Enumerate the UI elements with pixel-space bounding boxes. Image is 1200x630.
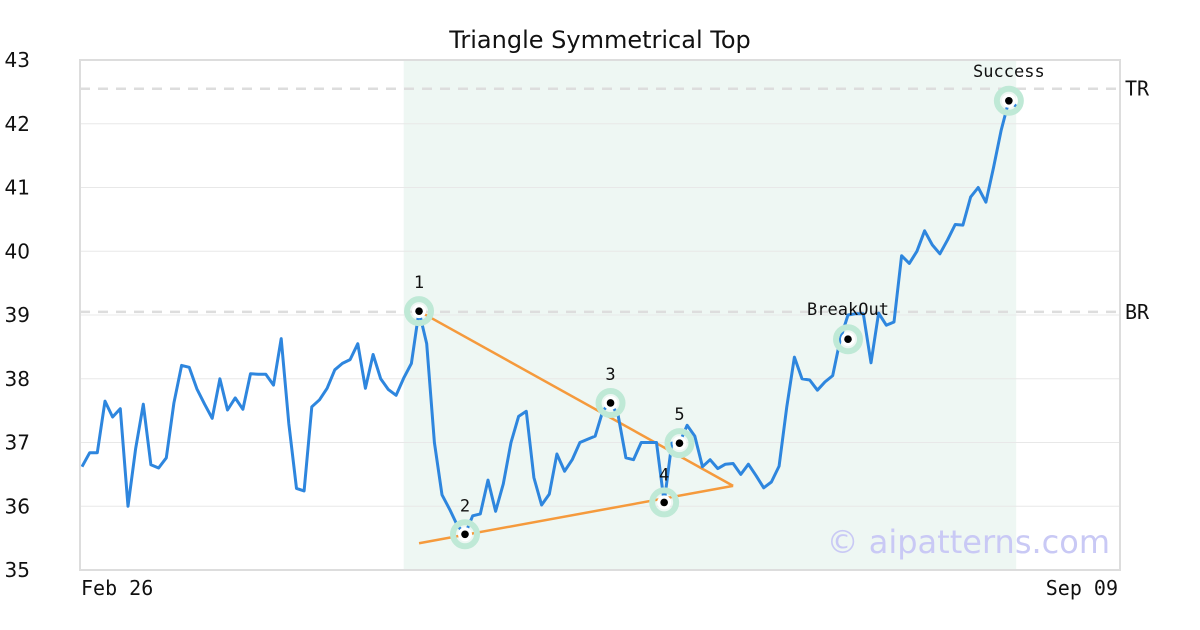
plot-border xyxy=(79,59,1121,571)
x-axis: Feb 26 Sep 09 xyxy=(81,576,1118,600)
level-labels: TR BR xyxy=(1125,77,1150,324)
point-label: BreakOut xyxy=(807,300,889,320)
point-halo xyxy=(664,428,695,459)
point-halo xyxy=(404,296,435,327)
point-marker xyxy=(660,498,668,507)
y-tick-label: 40 xyxy=(5,239,30,263)
level-lines xyxy=(80,87,1120,314)
grid-lines xyxy=(80,59,1120,571)
point-marker xyxy=(606,399,615,407)
pattern-points: 1 2 3 4 5 BreakOut Success xyxy=(404,62,1045,550)
point-label: 5 xyxy=(674,405,684,425)
point-label: Success xyxy=(973,62,1045,82)
point-label: 4 xyxy=(659,465,669,485)
y-tick-label: 35 xyxy=(5,558,30,582)
level-label: BR xyxy=(1125,300,1150,324)
point-marker xyxy=(1005,97,1013,105)
y-tick-label: 37 xyxy=(5,431,30,455)
point-halo xyxy=(833,324,863,355)
y-tick-label: 43 xyxy=(5,48,30,72)
x-tick-label: Feb 26 xyxy=(81,576,153,600)
y-tick-label: 39 xyxy=(5,303,30,327)
point-label: 1 xyxy=(414,273,424,293)
point-marker xyxy=(461,530,469,539)
point-halo xyxy=(595,387,626,418)
y-tick-label: 41 xyxy=(5,176,30,200)
y-tick-label: 36 xyxy=(5,494,30,518)
x-tick-label: Sep 09 xyxy=(1046,576,1118,600)
point-halo xyxy=(450,519,480,550)
watermark: © aipatterns.com xyxy=(827,523,1110,561)
y-tick-label: 38 xyxy=(5,367,30,391)
chart-title: Triangle Symmetrical Top xyxy=(448,26,751,54)
y-tick-label: 42 xyxy=(5,112,30,136)
point-halo xyxy=(649,487,680,518)
point-marker xyxy=(415,307,423,315)
point-label: 2 xyxy=(460,496,470,516)
point-label: 3 xyxy=(605,365,615,385)
point-marker xyxy=(675,439,684,447)
y-axis: 35 36 37 38 39 40 41 42 43 xyxy=(5,48,30,582)
level-label: TR xyxy=(1125,77,1150,101)
price-line xyxy=(80,99,1018,536)
point-marker xyxy=(844,335,852,344)
point-halo xyxy=(993,85,1024,116)
